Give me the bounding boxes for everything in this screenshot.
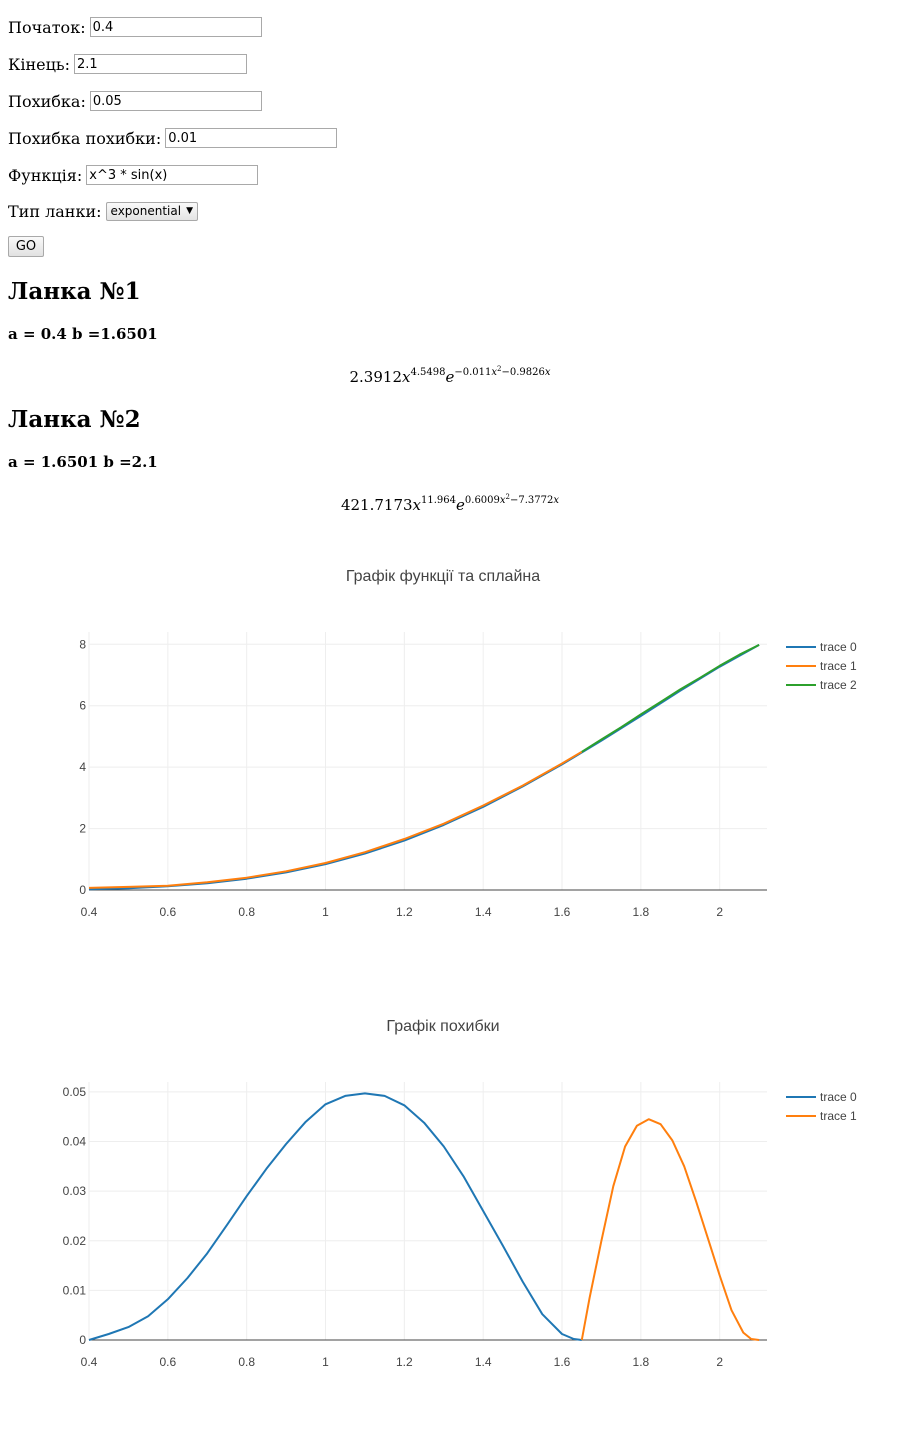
formula-exponent: −0.011x2−0.9826x [454, 365, 551, 378]
x-tick-label: 1.8 [633, 1355, 650, 1369]
x-tick-label: 1.8 [633, 905, 650, 919]
grid-lines [88, 632, 767, 890]
legend-label-2: trace 2 [820, 678, 857, 692]
formula-power: 11.964 [421, 495, 457, 506]
x-tick-label: 0.8 [238, 905, 255, 919]
start-row: Початок: [8, 16, 262, 38]
error-of-error-label: Похибка похибки: [8, 128, 162, 148]
legend-label-0: trace 0 [820, 640, 857, 654]
exp-prefix: 0.6009 [464, 495, 500, 506]
formula-coef: 421.7173 [340, 496, 413, 514]
function-label: Функція: [8, 165, 83, 185]
error-of-error-row: Похибка похибки: [8, 127, 338, 149]
x-tick-label: 2 [716, 905, 723, 919]
link-type-row: Тип ланки: exponential ▼ [8, 200, 198, 222]
y-tick-label: 0.04 [63, 1135, 87, 1149]
y-tick-label: 0.02 [63, 1234, 87, 1248]
x-tick-label: 2 [716, 1355, 723, 1369]
formula-exp-base: e [445, 368, 455, 386]
link-type-label: Тип ланки: [8, 201, 102, 221]
link-2-formula: 421.7173x11.964e0.6009x2−7.3772x [0, 493, 900, 514]
exp-var2: x [544, 367, 551, 378]
x-tick-label: 1 [322, 905, 329, 919]
x-tick-label: 1.2 [396, 1355, 413, 1369]
formula-exponent: 0.6009x2−7.3772x [464, 493, 560, 506]
x-tick-label: 1.6 [554, 905, 571, 919]
exp-var2: x [553, 495, 560, 506]
exp-var: x [499, 495, 506, 506]
y-tick-label: 6 [79, 699, 86, 713]
exp-var: x [491, 367, 498, 378]
y-tick-label: 0 [79, 883, 86, 897]
y-tick-label: 0 [79, 1333, 86, 1347]
link-type-select[interactable]: exponential ▼ [105, 201, 198, 221]
end-row: Кінець: [8, 53, 248, 75]
grid-lines [88, 1082, 767, 1340]
formula-exp-base: e [456, 496, 465, 514]
exp-suffix: −0.9826 [501, 367, 545, 378]
go-button[interactable]: GO [8, 236, 44, 257]
x-tick-label: 1.4 [475, 905, 492, 919]
formula-var: x [412, 496, 422, 514]
x-tick-label: 1.4 [475, 1355, 492, 1369]
exp-sq: 2 [497, 365, 502, 373]
series-line-1 [580, 1118, 760, 1341]
function-row: Функція: [8, 164, 259, 186]
exp-sq: 2 [505, 493, 511, 501]
error-of-error-input[interactable] [165, 128, 338, 148]
y-tick-label: 0.01 [63, 1283, 87, 1297]
link-1-heading: Ланка №1 [8, 278, 141, 305]
legend-label-1: trace 1 [820, 1109, 857, 1123]
error-row: Похибка: [8, 90, 262, 112]
series-line-2 [581, 644, 760, 753]
link-1-formula: 2.3912x4.5498e−0.011x2−0.9826x [0, 365, 900, 386]
error-chart-title: Графік похибки [386, 1018, 500, 1035]
formula-var: x [402, 368, 411, 386]
start-input[interactable] [89, 17, 262, 37]
x-tick-label: 1 [322, 1355, 329, 1369]
start-label: Початок: [8, 17, 86, 37]
formula-coef: 2.3912 [349, 368, 403, 386]
y-tick-label: 2 [79, 822, 86, 836]
x-tick-label: 0.4 [81, 905, 98, 919]
y-tick-label: 0.05 [63, 1085, 87, 1099]
legend-label-1: trace 1 [820, 659, 857, 673]
end-label: Кінець: [8, 54, 71, 74]
end-input[interactable] [74, 54, 248, 74]
chevron-down-icon: ▼ [186, 206, 193, 216]
exp-prefix: −0.011 [454, 367, 492, 378]
error-chart[interactable]: 0.4 0.6 0.8 1 1.2 1.4 1.6 1.8 2 0 0.01 0.02 0.03 0.04… [0, 1070, 900, 1380]
function-input[interactable] [86, 165, 259, 185]
x-tick-label: 1.2 [396, 905, 413, 919]
y-tick-label: 8 [79, 637, 86, 651]
y-tick-label: 4 [79, 760, 86, 774]
x-tick-label: 0.4 [81, 1355, 98, 1369]
x-tick-label: 0.6 [159, 905, 176, 919]
link-1-range: a = 0.4 b =1.6501 [8, 325, 158, 343]
x-tick-label: 1.6 [554, 1355, 571, 1369]
error-input[interactable] [89, 91, 262, 111]
function-spline-chart[interactable]: 0.4 0.6 0.8 1 1.2 1.4 1.6 1.8 2 0 2 4 6 8 trace 0 trace… [0, 620, 900, 930]
link-2-range: a = 1.6501 b =2.1 [8, 453, 158, 471]
link-2-heading: Ланка №2 [8, 406, 141, 433]
series-line-0 [88, 1092, 582, 1341]
function-chart-title: Графік функції та сплайна [345, 568, 541, 585]
exp-suffix: −7.3772 [510, 495, 554, 506]
series-line-1 [88, 750, 583, 889]
error-label: Похибка: [8, 91, 86, 111]
link-type-selected: exponential [110, 204, 182, 218]
x-tick-label: 0.8 [238, 1355, 255, 1369]
formula-power: 4.5498 [410, 367, 446, 378]
x-tick-label: 0.6 [159, 1355, 176, 1369]
y-tick-label: 0.03 [63, 1184, 87, 1198]
legend-label-0: trace 0 [820, 1090, 857, 1104]
